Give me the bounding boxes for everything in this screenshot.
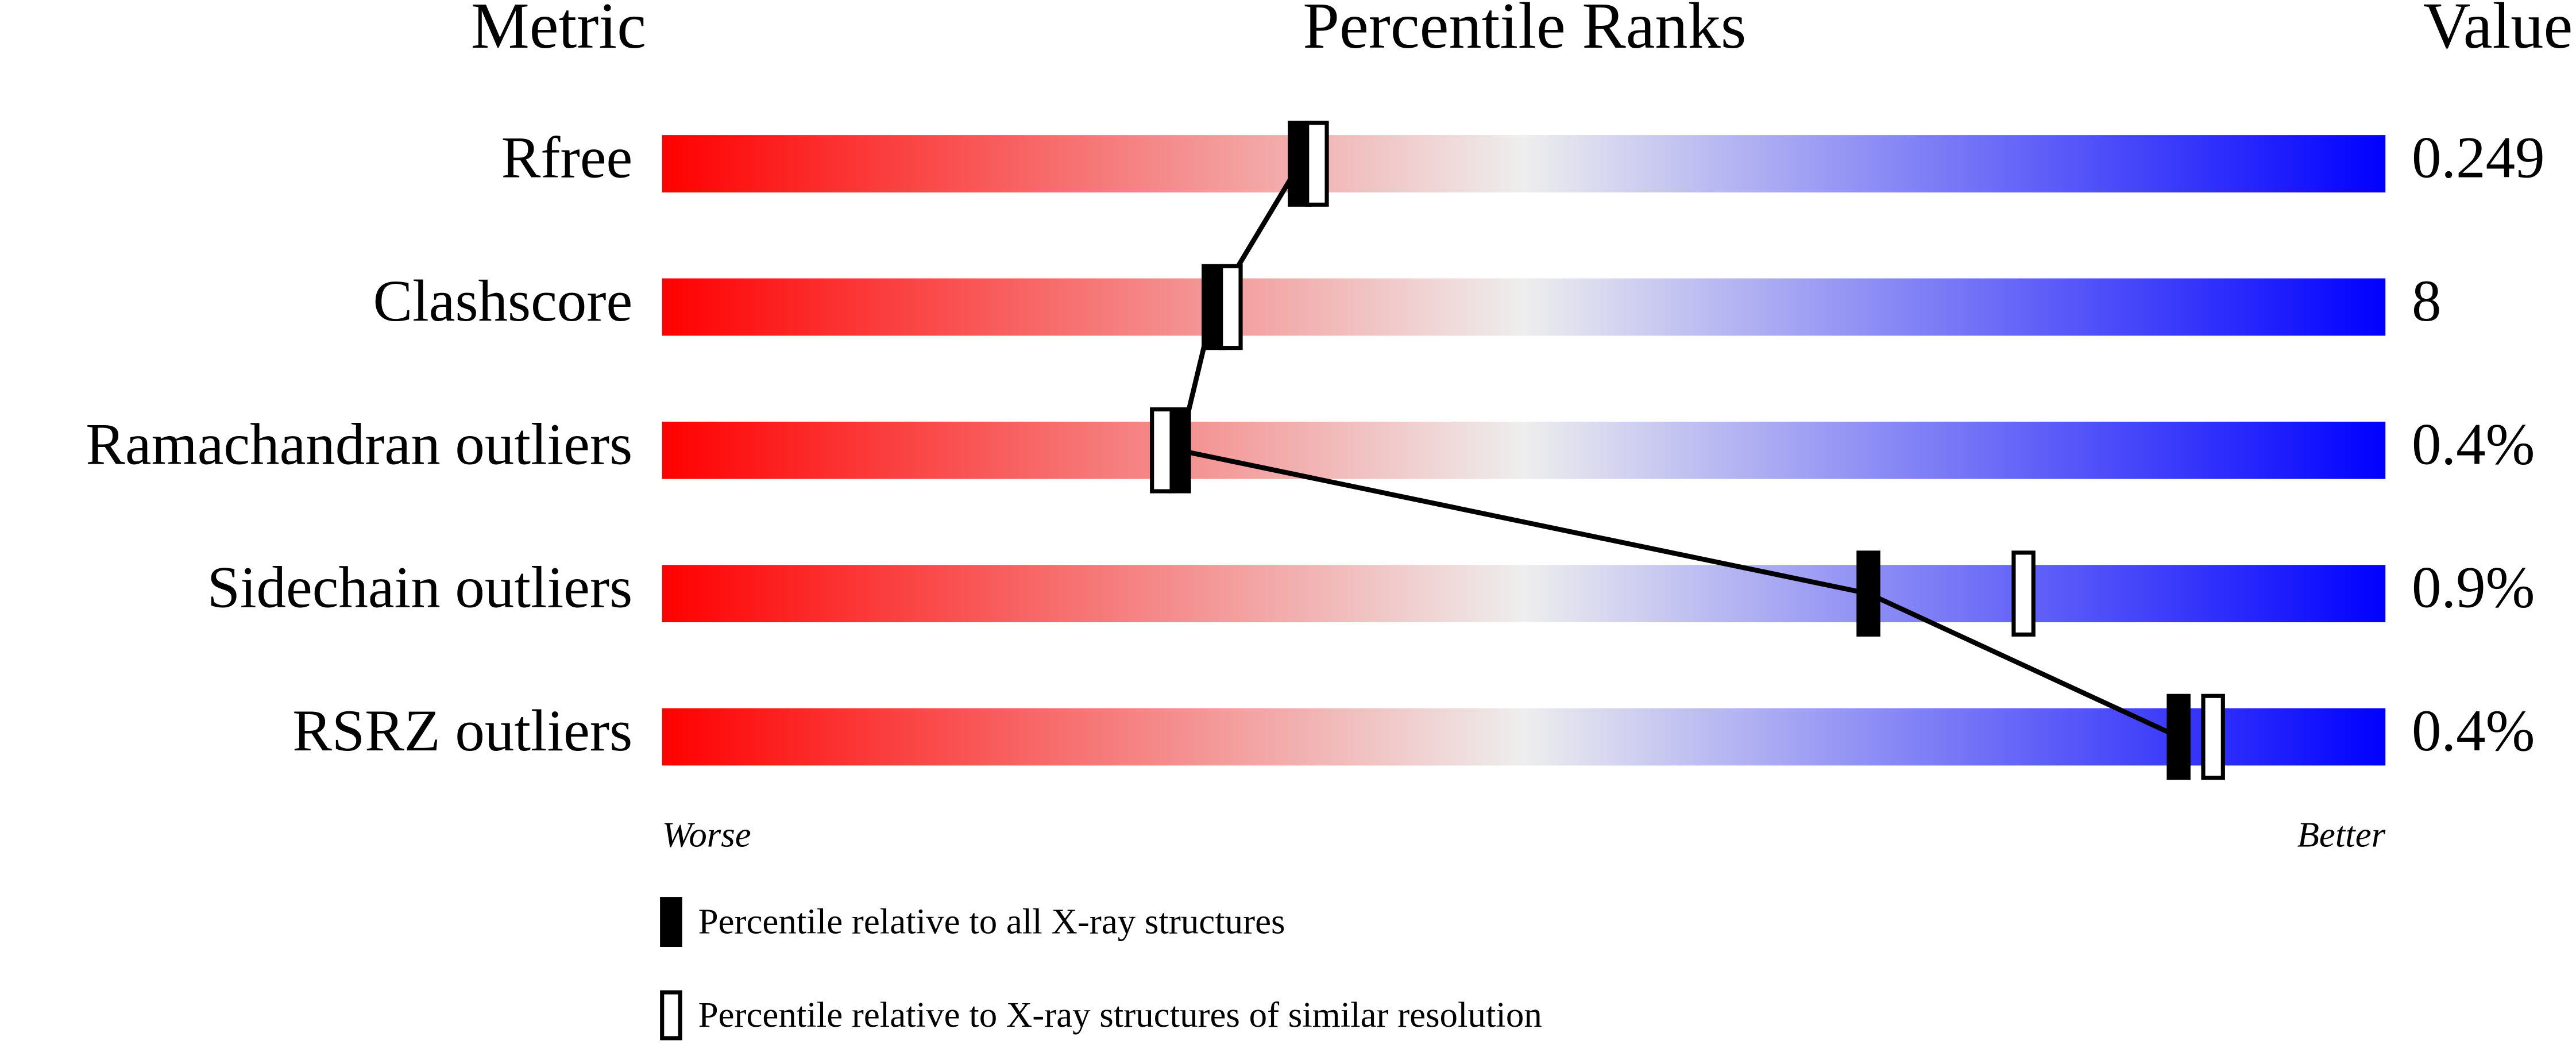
percentile-marker bbox=[2011, 550, 2036, 637]
legend-label: Percentile relative to X-ray structures … bbox=[698, 995, 1542, 1035]
metric-label: RSRZ outliers bbox=[292, 698, 632, 764]
axis-label: Better bbox=[2297, 815, 2385, 855]
axis-label: Worse bbox=[662, 815, 751, 855]
percentile-marker bbox=[1856, 550, 1880, 637]
percentile-marker bbox=[1305, 121, 1329, 207]
legend-swatch bbox=[660, 990, 682, 1041]
metric-value: 0.249 bbox=[2412, 125, 2545, 191]
metric-value: 8 bbox=[2412, 268, 2441, 334]
percentile-marker bbox=[1150, 407, 1174, 494]
percentile-marker bbox=[2166, 693, 2191, 780]
header: Value bbox=[2423, 0, 2573, 62]
metric-value: 0.4% bbox=[2412, 411, 2535, 477]
metric-value: 0.4% bbox=[2412, 698, 2535, 764]
rank-bar bbox=[662, 708, 2386, 766]
legend-label: Percentile relative to all X-ray structu… bbox=[698, 901, 1285, 942]
rank-bar bbox=[662, 135, 2386, 192]
rank-bar bbox=[662, 278, 2386, 336]
legend-swatch bbox=[660, 897, 682, 947]
metric-label: Rfree bbox=[501, 125, 633, 191]
percentile-marker bbox=[1219, 264, 1243, 350]
percentile-marker bbox=[2201, 693, 2225, 780]
metric-value: 0.9% bbox=[2412, 555, 2535, 621]
metric-label: Sidechain outliers bbox=[207, 555, 633, 621]
metric-label: Clashscore bbox=[373, 268, 633, 334]
rank-bar bbox=[662, 565, 2386, 622]
header: Metric bbox=[471, 0, 646, 62]
metric-label: Ramachandran outliers bbox=[86, 411, 632, 477]
rank-bar bbox=[662, 421, 2386, 479]
header: Percentile Ranks bbox=[1303, 0, 1746, 62]
